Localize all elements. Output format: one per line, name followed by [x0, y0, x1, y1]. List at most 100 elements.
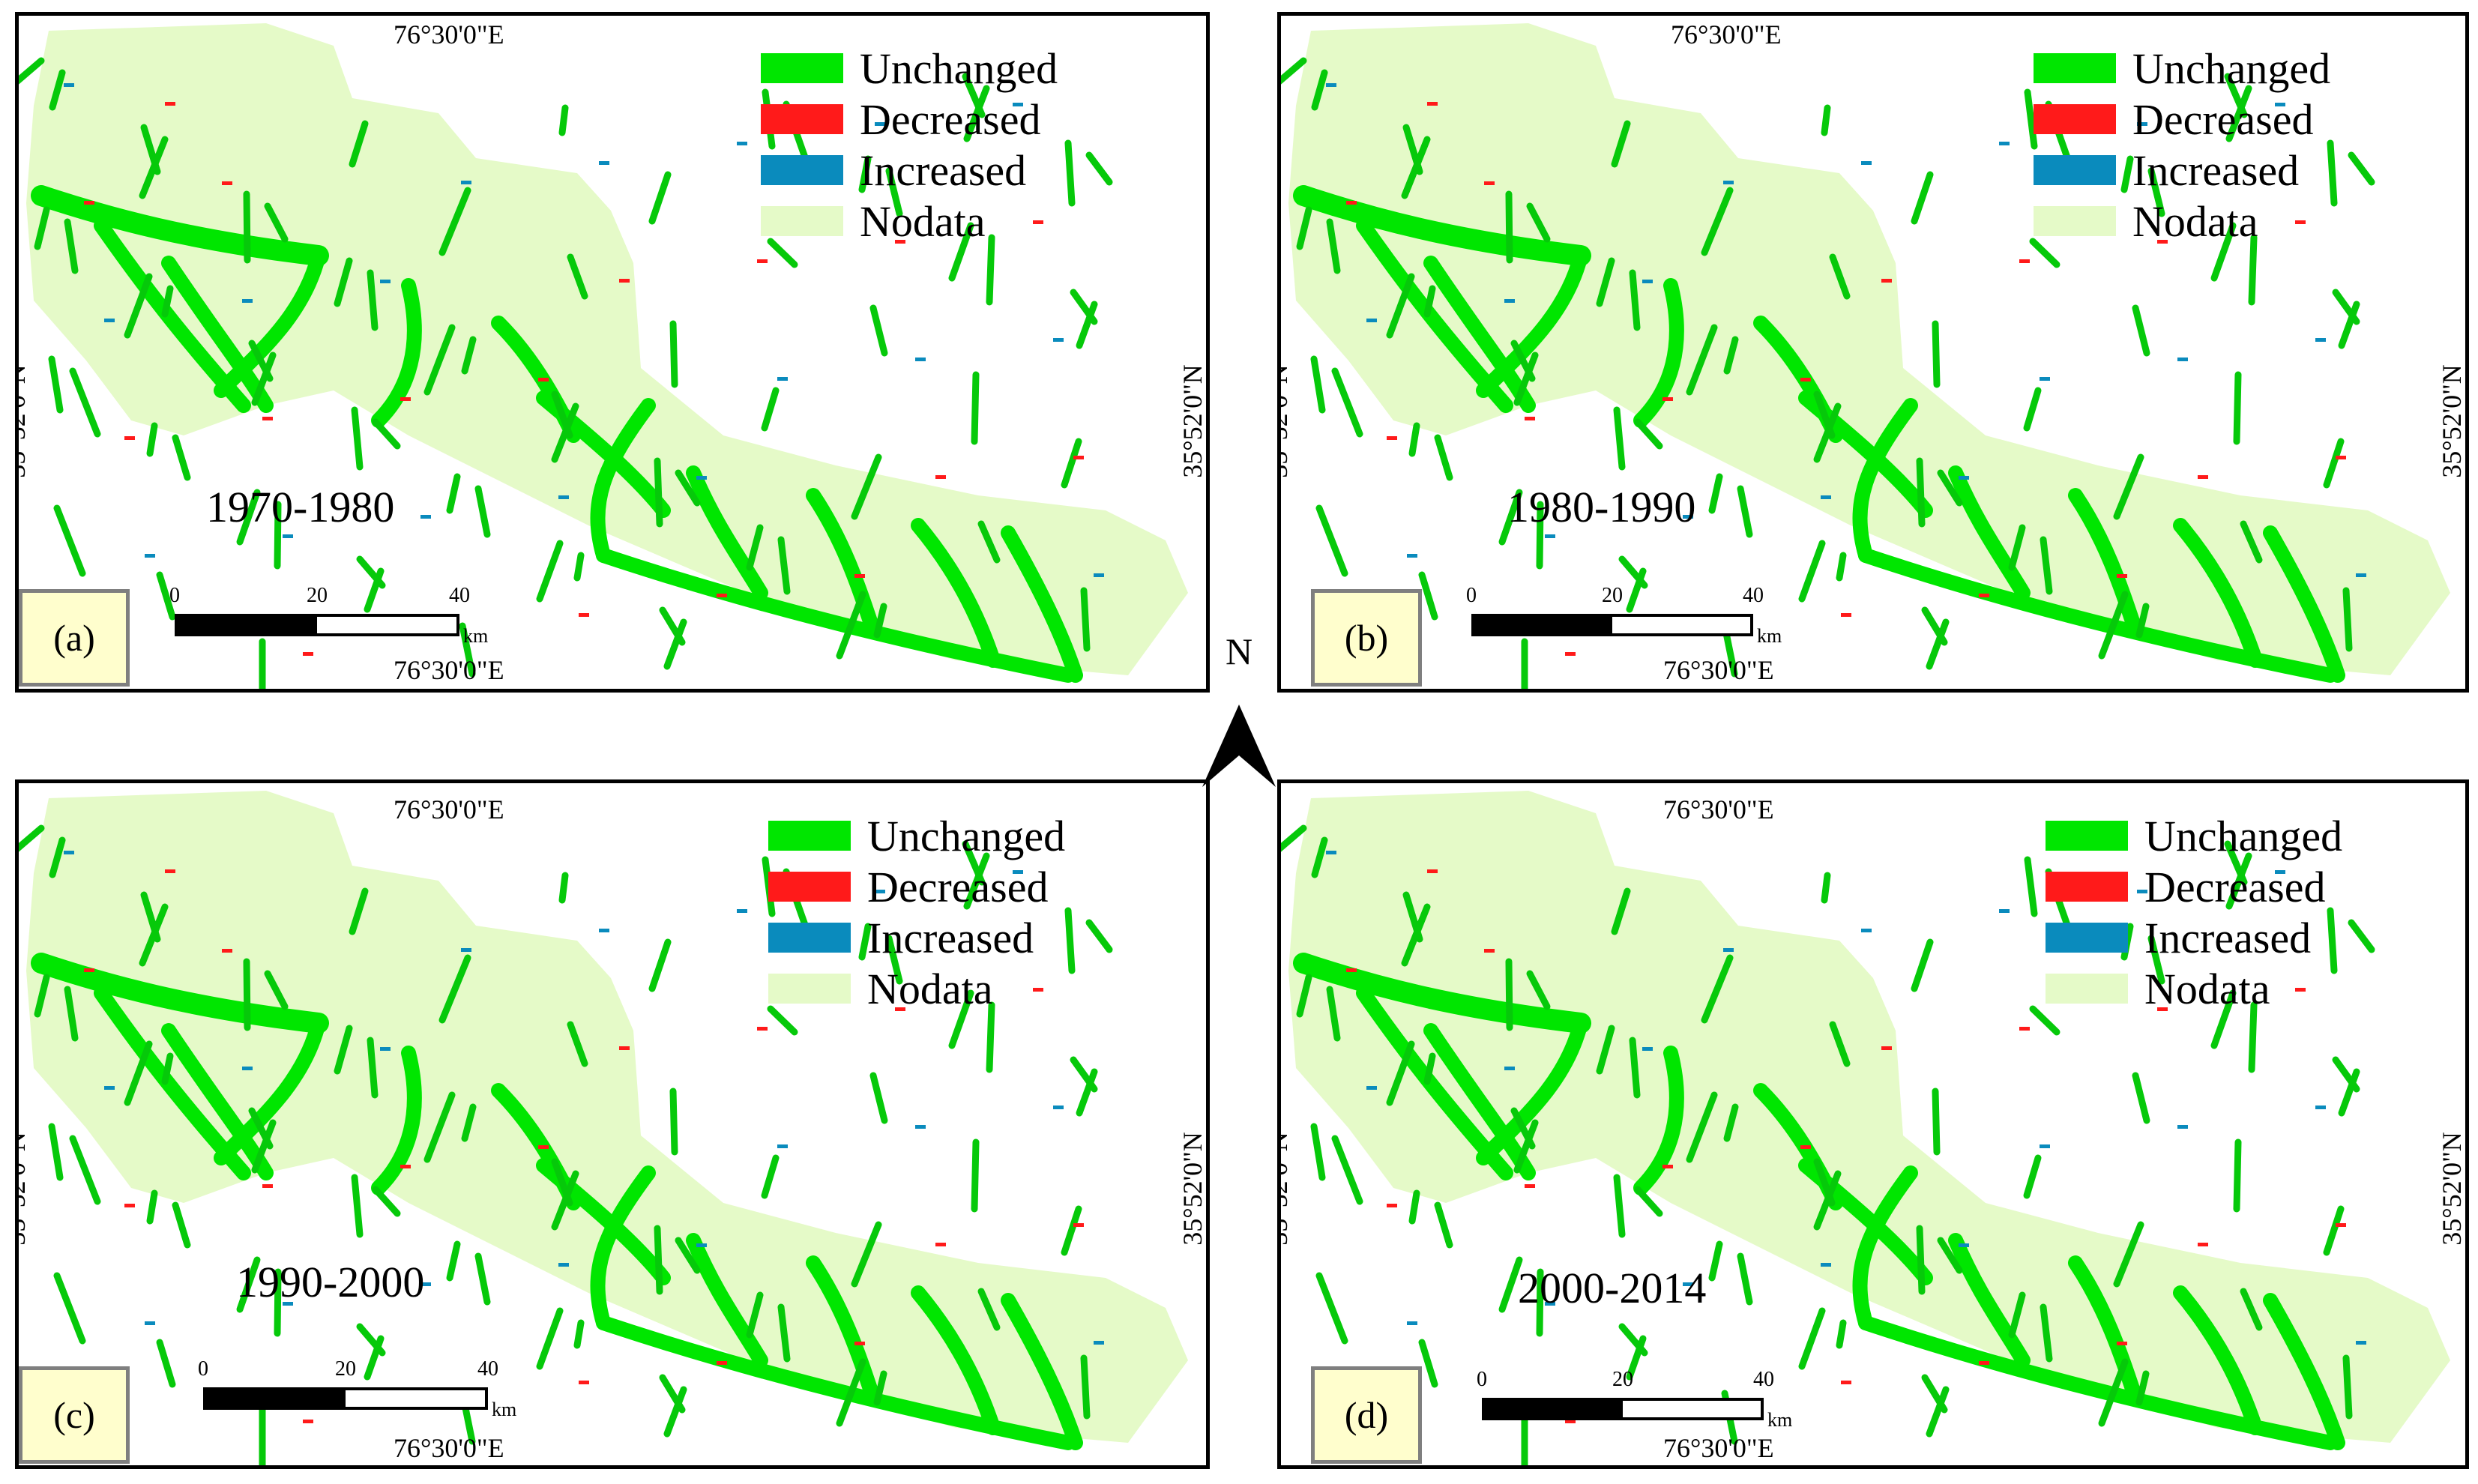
glacier-branch	[2240, 1288, 2263, 1331]
glacier-branch	[746, 524, 764, 571]
decreased-patch	[2198, 475, 2208, 479]
glacier-branch	[236, 489, 261, 546]
glacier-trunk	[1476, 1016, 1588, 1165]
glacier-trunk	[371, 1046, 422, 1195]
increased-patch	[737, 142, 747, 145]
glacier-branch	[423, 324, 456, 396]
glacier-branch	[351, 1174, 364, 1238]
glacier-branch	[2338, 301, 2360, 349]
increased-patch	[1723, 181, 1734, 184]
decreased-patch	[935, 1243, 946, 1246]
increased-patch	[420, 1282, 431, 1286]
glacier-branch	[1064, 139, 1076, 207]
glacier-branch	[948, 222, 974, 282]
decreased-patch	[222, 949, 232, 953]
glacier-branch	[2135, 603, 2150, 639]
legend-swatch	[761, 104, 843, 134]
increased-patch	[1013, 870, 1023, 874]
glacier-branch	[1423, 285, 1436, 318]
glacier-branch	[19, 824, 45, 852]
glacier-branch	[1629, 269, 1641, 331]
glacier-branch	[364, 567, 385, 613]
glacier-branch	[573, 552, 585, 582]
increased-patch	[1366, 319, 1377, 322]
glacier-branch	[1434, 434, 1453, 481]
decreased-patch	[1565, 652, 1576, 656]
increased-patch	[64, 851, 74, 854]
glacier-branch	[172, 434, 191, 481]
lon-label-top: 76°30'0"E	[394, 794, 504, 824]
glacier-branch	[648, 938, 672, 992]
glacier-branch	[1798, 1307, 1826, 1370]
increased-patch	[145, 554, 155, 558]
legend-swatch	[2034, 206, 2116, 236]
glacier-branch	[1836, 1319, 1847, 1349]
increased-patch	[1723, 948, 1734, 952]
glacier-branch	[2023, 1154, 2042, 1199]
glacier-trunk	[1633, 278, 1684, 428]
glacier-branch	[438, 187, 471, 256]
glacier-branch	[2113, 453, 2144, 520]
glacier-branch	[349, 120, 369, 168]
decreased-patch	[84, 968, 94, 972]
glacier-branch	[264, 970, 289, 1010]
glacier-branch	[1613, 1174, 1626, 1238]
decreased-patch	[1800, 378, 1811, 381]
increased-patch	[1959, 1243, 1969, 1247]
glacier-branch	[2113, 1221, 2144, 1288]
scale-unit: km	[463, 625, 489, 647]
north-arrow: N	[1199, 630, 1279, 802]
glacier-branch	[161, 1052, 174, 1085]
glacier-branch	[669, 1088, 678, 1156]
decreased-patch	[1484, 181, 1495, 185]
decreased-patch	[1387, 436, 1397, 440]
lon-label-bottom: 76°30'0"E	[1663, 655, 1774, 685]
glacier-branch	[873, 1370, 887, 1406]
scale-bar: 0 20 40 km	[198, 1357, 516, 1420]
glacier-branch	[2233, 371, 2242, 445]
glacier-branch	[1296, 974, 1312, 1018]
glacier-branch	[264, 202, 289, 243]
decreased-patch	[1565, 1420, 1576, 1423]
map-panel-a: 76°30'0"E 76°30'0"E 35°52'0"N 35°52'0"N …	[15, 12, 1210, 693]
glacier-branch	[1596, 1025, 1615, 1075]
glacier-branch	[1311, 69, 1328, 111]
glacier-branch	[836, 1358, 866, 1427]
legend-swatch	[2046, 872, 2128, 902]
glacier-branch	[1613, 406, 1626, 471]
glacier-trunk	[1948, 1233, 2031, 1368]
glacier-branch	[675, 469, 701, 507]
increased-patch	[2040, 377, 2050, 381]
increased-patch	[2315, 1106, 2326, 1109]
lon-label-bottom: 76°30'0"E	[394, 655, 504, 685]
nodata-region	[1288, 791, 2450, 1443]
glacier-branch	[367, 269, 379, 331]
glacier-branch	[669, 320, 678, 388]
glacier-trunk	[1948, 465, 2031, 600]
glacier-branch	[858, 923, 872, 961]
decreased-patch	[895, 1007, 905, 1011]
scale-tick: 40	[449, 584, 470, 607]
glacier-branch	[139, 903, 169, 967]
lon-label-top: 76°30'0"E	[1663, 794, 1774, 824]
glacier-branch	[1829, 253, 1851, 300]
decreased-patch	[619, 279, 630, 283]
glacier-branch	[1326, 218, 1341, 274]
north-arrow-label: N	[1225, 630, 1253, 672]
nodata-region	[26, 791, 1188, 1443]
decreased-patch	[2295, 988, 2306, 992]
decreased-patch	[1800, 1145, 1811, 1149]
glacier-branch	[558, 104, 569, 136]
scale-tick: 20	[1612, 1368, 1633, 1391]
glacier-trunk	[1852, 398, 1918, 563]
increased-patch	[2275, 870, 2285, 874]
decreased-patch	[619, 1046, 630, 1050]
scale-bar: 0 20 40 km	[1466, 584, 1782, 647]
increased-patch	[2275, 103, 2285, 106]
glacier-trunk	[686, 1233, 768, 1368]
glacier-branch	[869, 304, 888, 357]
glacier-branch	[1331, 367, 1363, 438]
glacier-branch	[1686, 1091, 1718, 1163]
glacier-branch	[573, 1319, 585, 1349]
scale-tick: 0	[198, 1357, 208, 1381]
